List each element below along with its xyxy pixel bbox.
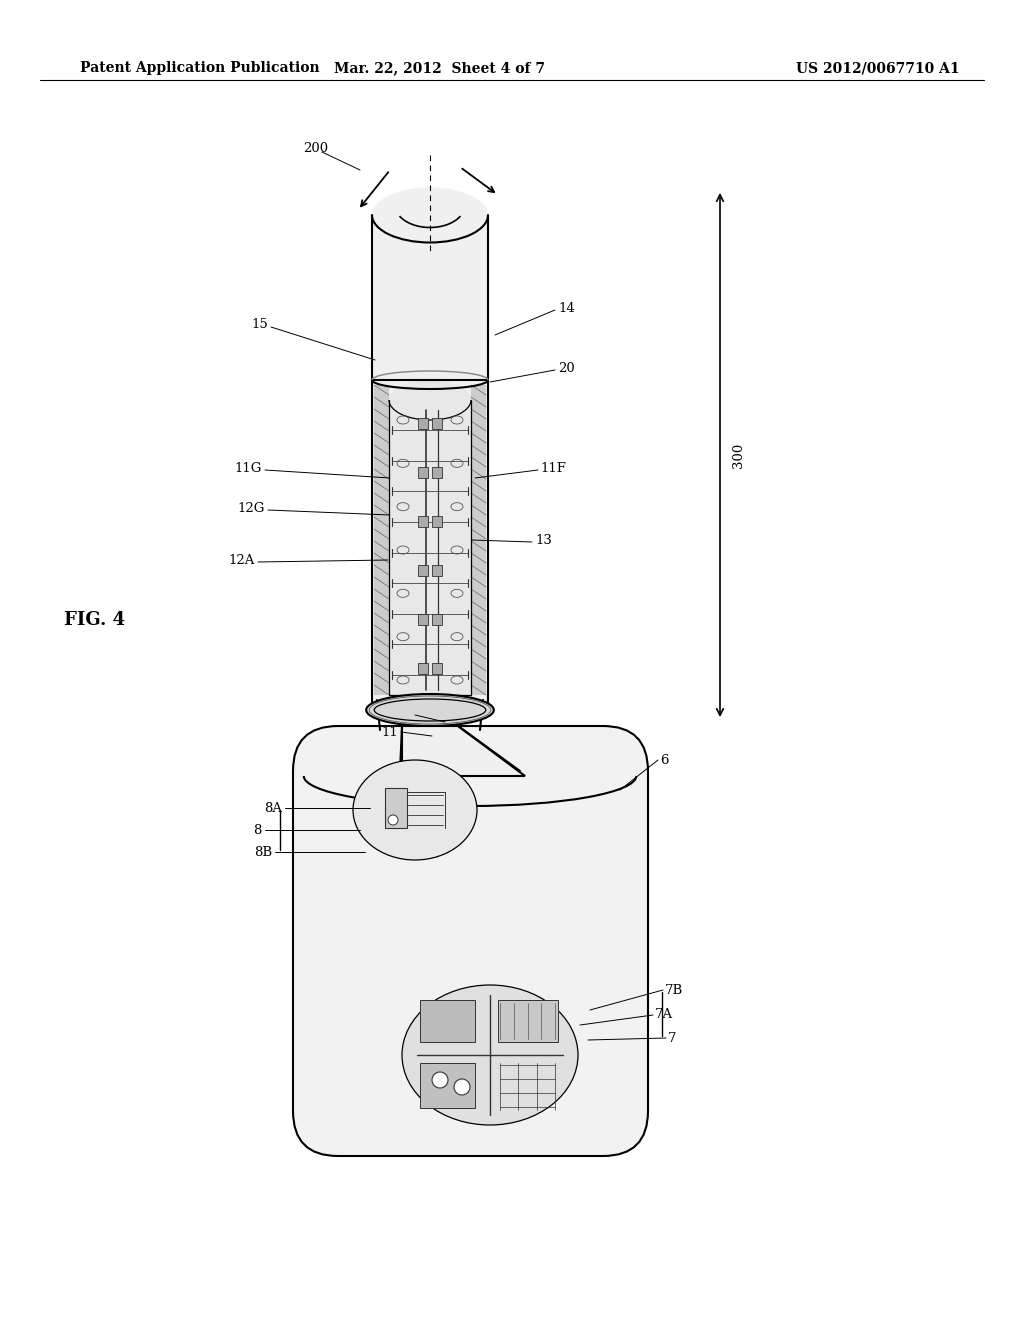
- Text: FIG. 4: FIG. 4: [65, 611, 126, 630]
- Bar: [418, 663, 428, 675]
- Bar: [418, 614, 428, 624]
- Bar: [420, 1063, 475, 1107]
- Polygon shape: [402, 726, 525, 776]
- Bar: [418, 418, 428, 429]
- Text: 7A: 7A: [655, 1008, 673, 1022]
- Text: 300: 300: [732, 442, 745, 467]
- Bar: [432, 467, 442, 478]
- Bar: [432, 565, 442, 576]
- Text: US 2012/0067710 A1: US 2012/0067710 A1: [797, 61, 961, 75]
- Text: 20: 20: [558, 362, 574, 375]
- Text: 11G: 11G: [234, 462, 262, 474]
- Text: 7B: 7B: [665, 983, 683, 997]
- Text: 14: 14: [558, 301, 574, 314]
- Bar: [418, 467, 428, 478]
- Text: 15: 15: [251, 318, 268, 331]
- Ellipse shape: [432, 1072, 449, 1088]
- Polygon shape: [471, 385, 486, 696]
- Text: 8A: 8A: [264, 801, 282, 814]
- Bar: [432, 614, 442, 624]
- Bar: [432, 418, 442, 429]
- Ellipse shape: [372, 187, 488, 243]
- Ellipse shape: [353, 760, 477, 861]
- Text: 8B: 8B: [254, 846, 272, 858]
- Bar: [418, 516, 428, 527]
- Text: 12G: 12G: [238, 502, 265, 515]
- Bar: [420, 1001, 475, 1041]
- Polygon shape: [389, 400, 471, 696]
- Polygon shape: [374, 385, 389, 696]
- Ellipse shape: [402, 985, 578, 1125]
- Text: 12: 12: [395, 709, 412, 722]
- Text: 11: 11: [381, 726, 398, 738]
- Text: Patent Application Publication: Patent Application Publication: [80, 61, 319, 75]
- Text: 6: 6: [660, 754, 669, 767]
- Bar: [498, 1001, 558, 1041]
- Bar: [432, 663, 442, 675]
- Text: Mar. 22, 2012  Sheet 4 of 7: Mar. 22, 2012 Sheet 4 of 7: [335, 61, 546, 75]
- FancyBboxPatch shape: [293, 726, 648, 1156]
- Text: 8: 8: [254, 824, 262, 837]
- Bar: [432, 516, 442, 527]
- Ellipse shape: [454, 1078, 470, 1096]
- Text: 13: 13: [535, 533, 552, 546]
- Text: 200: 200: [303, 141, 328, 154]
- Bar: [418, 565, 428, 576]
- Text: 11F: 11F: [540, 462, 566, 474]
- Text: 12A: 12A: [228, 553, 255, 566]
- Text: 7: 7: [668, 1031, 677, 1044]
- Ellipse shape: [388, 814, 398, 825]
- FancyBboxPatch shape: [372, 215, 488, 710]
- Bar: [385, 788, 407, 828]
- Ellipse shape: [389, 380, 471, 420]
- Ellipse shape: [367, 694, 494, 726]
